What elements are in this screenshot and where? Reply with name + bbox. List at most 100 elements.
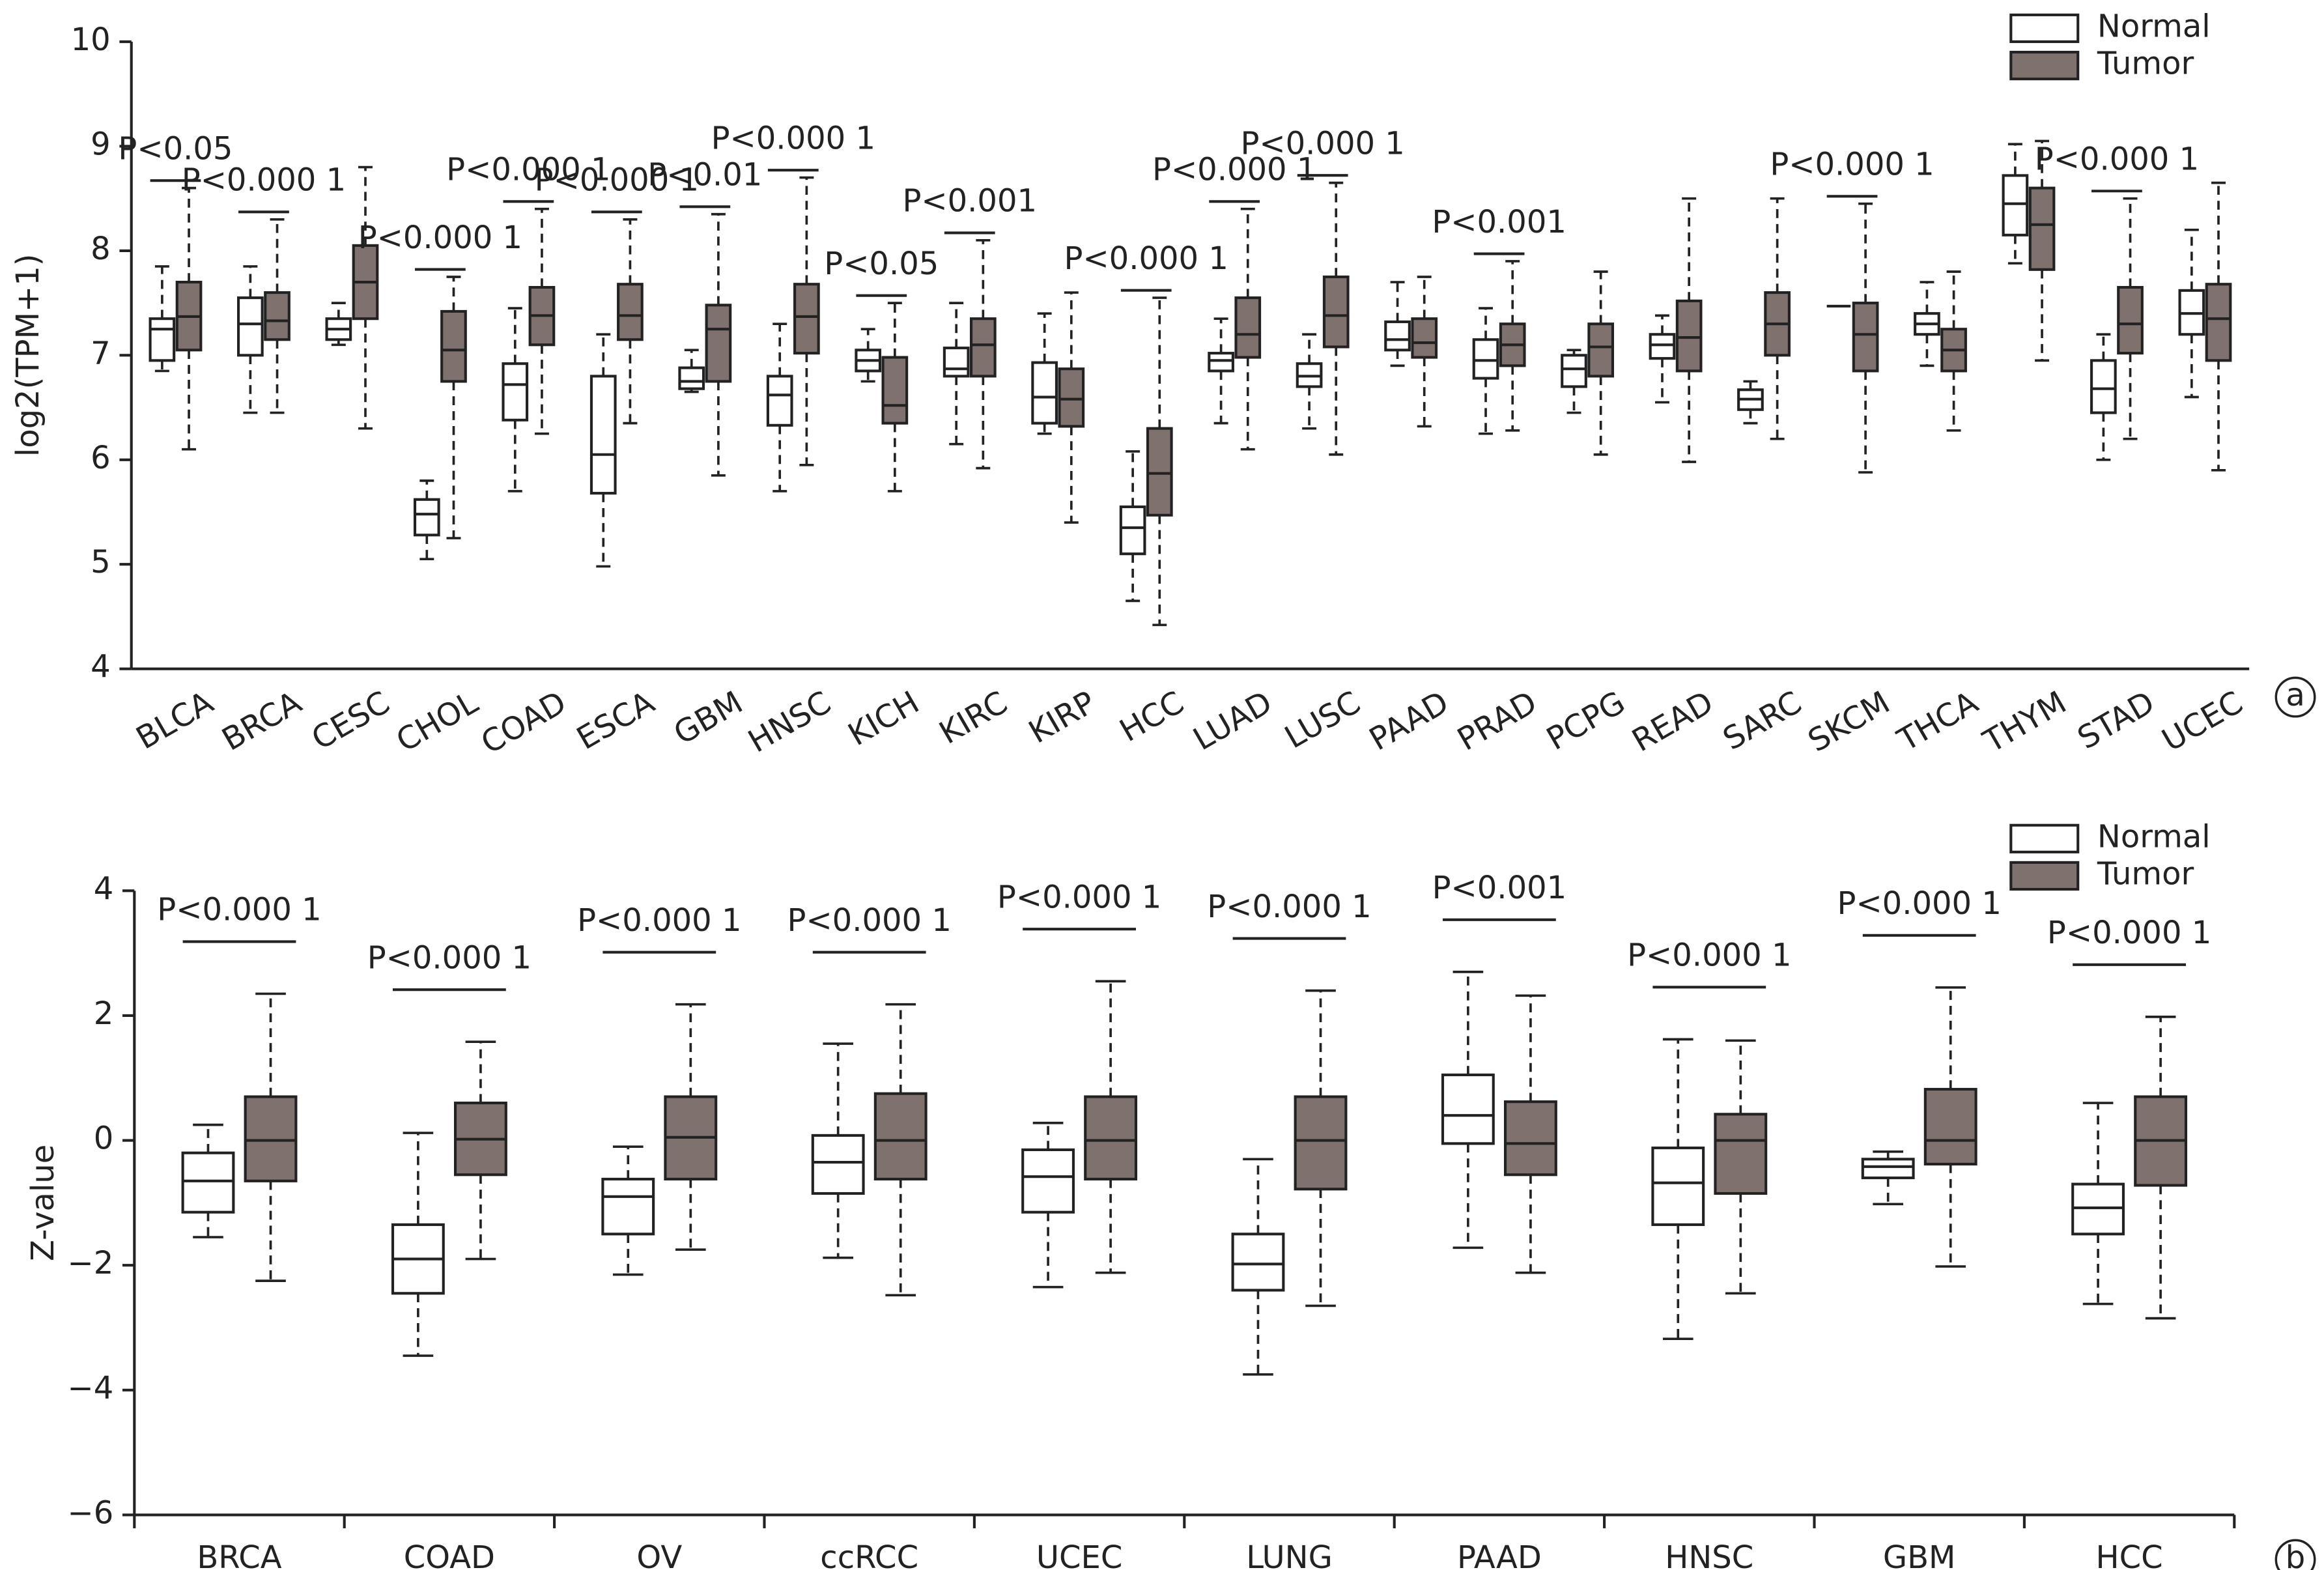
box: [1561, 354, 1587, 388]
box: [1021, 1148, 1075, 1214]
x-tick-label: ESCA: [571, 684, 660, 757]
box: [2117, 285, 2144, 355]
p-value-label: P<0.000 1: [1152, 152, 1316, 188]
x-tick-label: BLCA: [130, 684, 220, 757]
y-tick-label: 4: [91, 649, 111, 685]
x-tick-label: BRCA: [197, 1539, 281, 1570]
box: [1322, 275, 1350, 349]
x-tick-label: CESC: [305, 684, 396, 757]
legend-swatch: [2009, 13, 2080, 44]
x-tick-label: HNSC: [1665, 1539, 1753, 1570]
box: [1084, 1095, 1138, 1181]
p-value-label: P<0.001: [902, 183, 1037, 220]
y-axis-label: Z-value: [25, 1145, 61, 1261]
panel-label-circle: [2274, 1539, 2316, 1570]
p-value-label: P<0.000 1: [2047, 915, 2211, 951]
box: [1472, 338, 1499, 380]
x-tick-label: KIRC: [933, 684, 1013, 752]
box: [881, 356, 909, 425]
box: [181, 1151, 235, 1214]
legend-swatch: [2009, 861, 2080, 891]
box: [705, 304, 732, 383]
x-tick-label: KIRP: [1023, 684, 1101, 750]
p-value-label: P<0.05: [118, 130, 233, 167]
x-tick-label: UCEC: [1036, 1539, 1122, 1570]
y-tick-label: 9: [91, 126, 111, 162]
p-value-label: P<0.000 1: [1064, 240, 1228, 277]
x-tick-label: CHOL: [390, 684, 484, 760]
box: [1058, 367, 1085, 428]
x-tick-label: UCEC: [2156, 684, 2249, 759]
legend-swatch: [2009, 823, 2080, 853]
x-tick-label: LUNG: [1246, 1539, 1333, 1570]
y-tick-label: −6: [68, 1494, 114, 1531]
box: [1231, 1233, 1285, 1292]
box: [793, 283, 820, 355]
x-tick-label: STAD: [2071, 684, 2161, 756]
x-tick-label: COAD: [404, 1539, 495, 1570]
box: [1441, 1073, 1495, 1145]
box: [237, 296, 264, 357]
box: [811, 1134, 865, 1195]
x-tick-label: PRAD: [1451, 684, 1543, 758]
x-tick-label: HCC: [1114, 684, 1190, 749]
y-tick-label: 5: [91, 544, 111, 580]
y-tick-label: −2: [68, 1245, 114, 1281]
box: [1294, 1095, 1348, 1191]
y-tick-label: 10: [71, 21, 111, 58]
p-value-label: P<0.001: [1432, 870, 1567, 906]
box: [678, 366, 705, 390]
x-tick-label: HCC: [2096, 1539, 2163, 1570]
box: [1384, 320, 1411, 352]
box: [2002, 174, 2029, 236]
x-tick-label: ccRCC: [820, 1539, 918, 1570]
box: [413, 498, 440, 537]
panel-label-circle: [2274, 676, 2316, 718]
p-value-label: P<0.000 1: [787, 902, 952, 939]
box: [1649, 333, 1676, 360]
p-value-label: P<0.000 1: [711, 120, 875, 156]
p-value-label: P<0.000 1: [2035, 141, 2199, 178]
box: [2090, 359, 2117, 414]
box: [1714, 1113, 1768, 1195]
x-tick-label: THYM: [1977, 684, 2073, 760]
x-tick-label: PAAD: [1457, 1539, 1542, 1570]
y-tick-label: 0: [94, 1120, 114, 1157]
box: [1119, 505, 1146, 556]
box: [1861, 1158, 1915, 1180]
box: [1651, 1147, 1705, 1226]
box: [942, 347, 970, 378]
x-tick-label: LUSC: [1279, 684, 1367, 756]
p-value-label: P<0.000 1: [577, 902, 741, 939]
y-tick-label: 2: [94, 995, 114, 1032]
box: [969, 317, 997, 378]
box: [244, 1095, 298, 1182]
box: [1923, 1087, 1977, 1166]
box: [1234, 296, 1262, 359]
x-tick-label: KICH: [842, 684, 926, 753]
x-tick-label: GBM: [1883, 1539, 1956, 1570]
p-value-label: P<0.000 1: [1627, 937, 1791, 974]
y-tick-label: 7: [91, 335, 111, 371]
p-value-label: P<0.000 1: [157, 892, 321, 928]
legend-label: Tumor: [2097, 855, 2194, 892]
box: [873, 1092, 928, 1181]
x-tick-label: SKCM: [1802, 684, 1896, 760]
box: [1208, 352, 1234, 373]
p-value-label: P<0.000 1: [1837, 885, 2002, 922]
box: [149, 317, 176, 362]
p-value-label: P<0.000 1: [367, 939, 531, 976]
y-axis-label: log2(TPM+1): [10, 254, 46, 457]
p-value-label: P<0.01: [647, 157, 762, 193]
p-value-label: P<0.000 1: [1770, 147, 1934, 183]
box: [1503, 1100, 1557, 1177]
panel-label: b: [2286, 1539, 2305, 1570]
x-tick-label: LUAD: [1187, 684, 1279, 758]
box: [440, 309, 467, 383]
box: [2205, 283, 2232, 362]
p-value-label: P<0.000 1: [446, 152, 610, 188]
box: [2028, 186, 2056, 271]
p-value-label: P<0.000 1: [535, 162, 699, 199]
p-value-label: P<0.000 1: [1240, 125, 1404, 162]
